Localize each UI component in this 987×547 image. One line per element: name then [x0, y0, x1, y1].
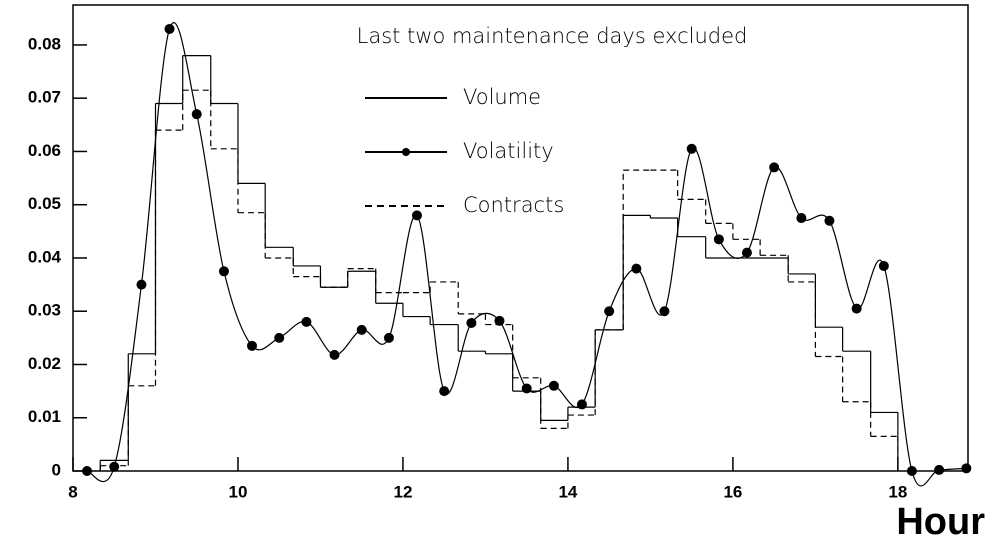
plot-frame: [72, 4, 969, 472]
marker: [548, 380, 559, 391]
marker: [741, 247, 752, 258]
marker: [824, 215, 835, 226]
x-tick-label: 18: [888, 482, 907, 501]
x-tick-label: 12: [393, 482, 412, 501]
marker: [906, 466, 917, 476]
marker: [494, 315, 505, 326]
y-tick-label: 0.06: [28, 141, 61, 160]
line: [86, 21, 967, 487]
x-tick-label: 14: [558, 482, 577, 501]
x-tick-label: 16: [723, 482, 742, 501]
legend-label: Contracts: [463, 193, 564, 217]
marker: [659, 306, 670, 317]
legend-label: Volatility: [463, 139, 554, 163]
x-tick-label: 10: [229, 482, 248, 501]
marker: [631, 263, 642, 274]
marker: [713, 234, 724, 245]
annotation: Last two maintenance days excluded: [357, 24, 748, 48]
marker: [191, 109, 202, 120]
marker: [521, 383, 532, 394]
y-tick-label: 0.08: [28, 34, 61, 53]
y-tick-label: 0.05: [28, 194, 61, 213]
marker: [961, 463, 972, 474]
marker: [576, 399, 587, 410]
y-tick-label: 0.03: [28, 301, 61, 320]
marker: [604, 306, 615, 317]
marker: [301, 316, 312, 327]
legend-marker: [402, 148, 410, 156]
marker: [164, 23, 175, 34]
marker: [247, 340, 257, 351]
x-axis-label: Hour: [896, 501, 985, 543]
marker: [82, 466, 93, 476]
marker: [274, 332, 285, 343]
y-tick-label: 0.02: [28, 354, 61, 373]
y-tick-label: 0.01: [28, 407, 61, 426]
marker: [878, 260, 889, 271]
marker: [383, 332, 394, 343]
marker: [329, 349, 340, 360]
marker: [439, 386, 450, 397]
y-tick-label: 0: [52, 460, 61, 479]
marker: [411, 210, 422, 221]
marker: [218, 266, 229, 277]
marker: [686, 143, 697, 154]
y-tick-label: 0.04: [28, 247, 62, 266]
legend-label: Volume: [463, 85, 541, 109]
y-tick-label: 0.07: [28, 88, 61, 107]
marker: [466, 317, 477, 328]
marker: [356, 324, 367, 335]
legend: Volume Volatility Contracts: [365, 85, 564, 217]
marker: [934, 464, 945, 475]
marker: [796, 213, 807, 224]
marker: [109, 461, 120, 472]
marker: [769, 162, 780, 173]
marker: [136, 279, 147, 290]
marker: [851, 303, 862, 314]
x-tick-label: 8: [68, 482, 77, 501]
